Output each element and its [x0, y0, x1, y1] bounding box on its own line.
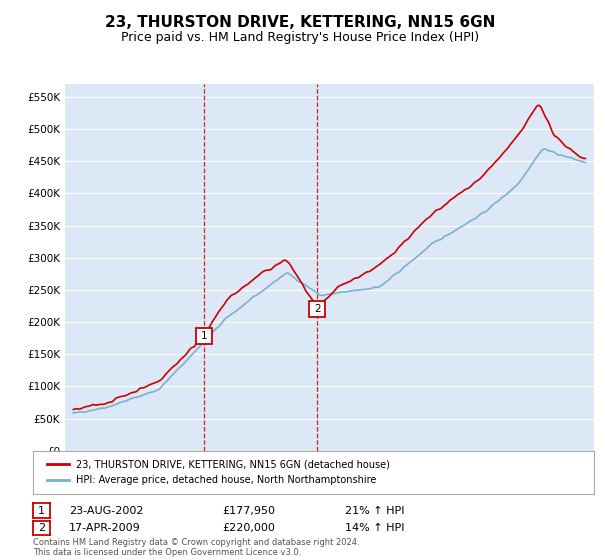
Text: 2: 2 — [314, 304, 320, 314]
Text: 21% ↑ HPI: 21% ↑ HPI — [345, 506, 404, 516]
Text: 14% ↑ HPI: 14% ↑ HPI — [345, 523, 404, 533]
Text: 1: 1 — [38, 506, 45, 516]
Legend: 23, THURSTON DRIVE, KETTERING, NN15 6GN (detached house), HPI: Average price, de: 23, THURSTON DRIVE, KETTERING, NN15 6GN … — [43, 456, 394, 489]
Text: Price paid vs. HM Land Registry's House Price Index (HPI): Price paid vs. HM Land Registry's House … — [121, 31, 479, 44]
Text: Contains HM Land Registry data © Crown copyright and database right 2024.
This d: Contains HM Land Registry data © Crown c… — [33, 538, 359, 557]
Text: 17-APR-2009: 17-APR-2009 — [69, 523, 141, 533]
Text: 2: 2 — [38, 523, 45, 533]
Text: £220,000: £220,000 — [222, 523, 275, 533]
Text: 1: 1 — [200, 332, 207, 341]
Text: 23, THURSTON DRIVE, KETTERING, NN15 6GN: 23, THURSTON DRIVE, KETTERING, NN15 6GN — [105, 15, 495, 30]
Text: 23-AUG-2002: 23-AUG-2002 — [69, 506, 143, 516]
Text: £177,950: £177,950 — [222, 506, 275, 516]
